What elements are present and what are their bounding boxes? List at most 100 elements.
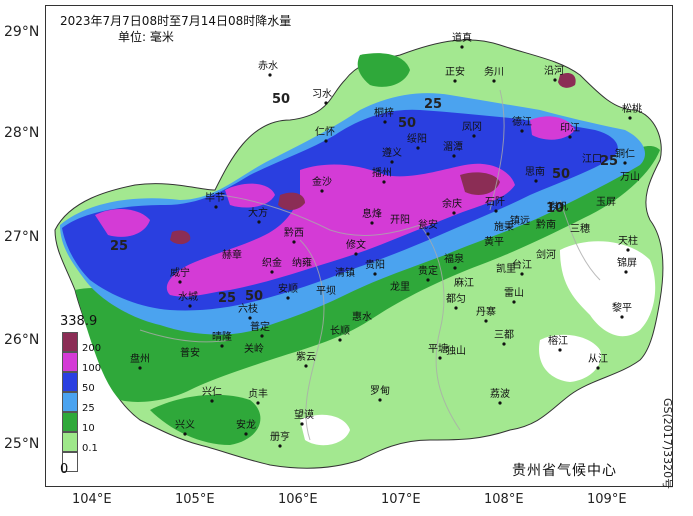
city-label: 三都: [494, 329, 514, 341]
lat-tick: 26°N: [4, 332, 40, 348]
city-label: 正安: [445, 65, 465, 78]
city-label: 锦屏: [617, 256, 637, 269]
city-labels: 道真 赤水 习水 正安 务川 沿河 松桃 桐梓 绥阳 凤冈 德江 印江 铜仁 仁…: [130, 31, 642, 443]
city-label: 紫云: [296, 351, 316, 363]
city-label: 贵阳: [365, 258, 385, 271]
lon-tick: 106°E: [278, 492, 318, 507]
city-label: 水城: [178, 291, 198, 303]
city-label: 凤冈: [462, 121, 482, 133]
city-label: 盘州: [130, 352, 150, 365]
city-label: 德江: [512, 115, 532, 128]
city-label: 台江: [512, 258, 532, 271]
city-dots: [138, 45, 632, 448]
city-label: 瓮安: [418, 218, 438, 231]
contour-label: 25: [110, 239, 128, 254]
lon-tick: 105°E: [175, 492, 215, 507]
city-label: 都匀: [446, 293, 466, 305]
city-label: 桐梓: [374, 106, 394, 119]
city-label: 平塘: [428, 342, 448, 355]
lat-tick: 27°N: [4, 229, 40, 245]
lat-tick: 28°N: [4, 125, 40, 141]
city-label: 普定: [250, 320, 270, 333]
city-label: 荔波: [490, 387, 510, 400]
city-label: 镇远: [510, 214, 530, 227]
lon-tick: 107°E: [381, 492, 421, 507]
city-label: 播州: [372, 166, 392, 179]
legend-swatch-25: [62, 392, 78, 412]
legend-swatch-0: [62, 452, 78, 472]
city-label: 平坝: [316, 285, 336, 297]
city-label: 关岭: [244, 342, 264, 355]
legend-label: 25: [82, 403, 95, 414]
legend-swatch-100: [62, 352, 78, 372]
city-label: 惠水: [352, 310, 372, 323]
legend-label: 10: [82, 423, 95, 434]
city-label: 榕江: [548, 334, 568, 347]
city-label: 湄潭: [443, 141, 463, 153]
city-label: 贞丰: [248, 387, 268, 400]
city-label: 遵义: [382, 146, 402, 159]
city-label: 黎平: [612, 301, 632, 314]
city-label: 印江: [560, 122, 580, 134]
city-label: 清镇: [335, 266, 355, 279]
contour-labels: 50 25 50 25 50 10 25 50 25: [110, 92, 618, 306]
city-label: 麻江: [454, 276, 474, 289]
lon-tick: 109°E: [587, 492, 627, 507]
city-label: 丹寨: [476, 305, 496, 318]
city-label: 赫章: [222, 248, 242, 261]
city-label: 铜仁: [615, 148, 635, 160]
city-label: 纳雍: [292, 256, 312, 269]
map-title: 2023年7月7日08时至7月14日08时降水量: [60, 14, 292, 28]
legend-swatch-50: [62, 372, 78, 392]
city-label: 松桃: [622, 102, 642, 115]
legend-swatch-10: [62, 412, 78, 432]
city-label: 黔南: [536, 218, 556, 231]
contour-label: 25: [424, 97, 442, 112]
city-label: 黄平: [484, 235, 504, 248]
city-label: 万山: [620, 171, 640, 183]
legend-swatch-200: [62, 332, 78, 352]
contour-label: 50: [398, 116, 416, 131]
city-label: 普安: [180, 346, 200, 359]
city-label: 石阡: [485, 196, 505, 208]
city-label: 安顺: [278, 282, 298, 295]
city-label: 安龙: [236, 418, 256, 431]
map-review-number: GS(2017)3320号: [661, 398, 674, 490]
city-label: 长顺: [330, 325, 350, 337]
lon-tick: 108°E: [484, 492, 524, 507]
legend-swatch-0.1: [62, 432, 78, 452]
contour-label: 50: [245, 289, 263, 304]
city-label: 施秉: [494, 220, 514, 233]
city-label: 仁怀: [315, 126, 335, 138]
legend-min-value: 0: [60, 462, 69, 477]
city-label: 沿河: [544, 65, 564, 77]
city-label: 大方: [248, 206, 268, 219]
city-label: 玉屏: [596, 196, 616, 208]
legend-label: 50: [82, 383, 95, 394]
agency-credit: 贵州省气候中心: [512, 463, 617, 479]
city-label: 天柱: [618, 234, 638, 247]
contour-label: 10: [546, 201, 564, 216]
city-label: 罗甸: [370, 384, 390, 397]
legend-label: 200: [82, 343, 102, 354]
contour-label: 25: [218, 291, 236, 306]
city-label: 息烽: [362, 207, 382, 220]
city-label: 绥阳: [407, 133, 427, 145]
map-frame: [45, 5, 673, 487]
city-label: 威宁: [170, 266, 190, 279]
city-label: 织金: [262, 256, 282, 269]
city-label: 习水: [312, 88, 332, 100]
city-label: 晴隆: [212, 330, 232, 343]
city-label: 望谟: [294, 408, 314, 421]
city-label: 道真: [452, 31, 472, 44]
city-label: 从江: [588, 353, 608, 365]
city-label: 开阳: [390, 214, 410, 226]
lat-tick: 29°N: [4, 24, 40, 40]
city-label: 赤水: [258, 60, 278, 72]
legend-max-value: 338.9: [60, 314, 98, 329]
city-label: 独山: [446, 344, 466, 357]
city-label: 金沙: [312, 175, 332, 188]
city-label: 凯里: [496, 262, 516, 275]
legend-label: 100: [82, 363, 102, 374]
